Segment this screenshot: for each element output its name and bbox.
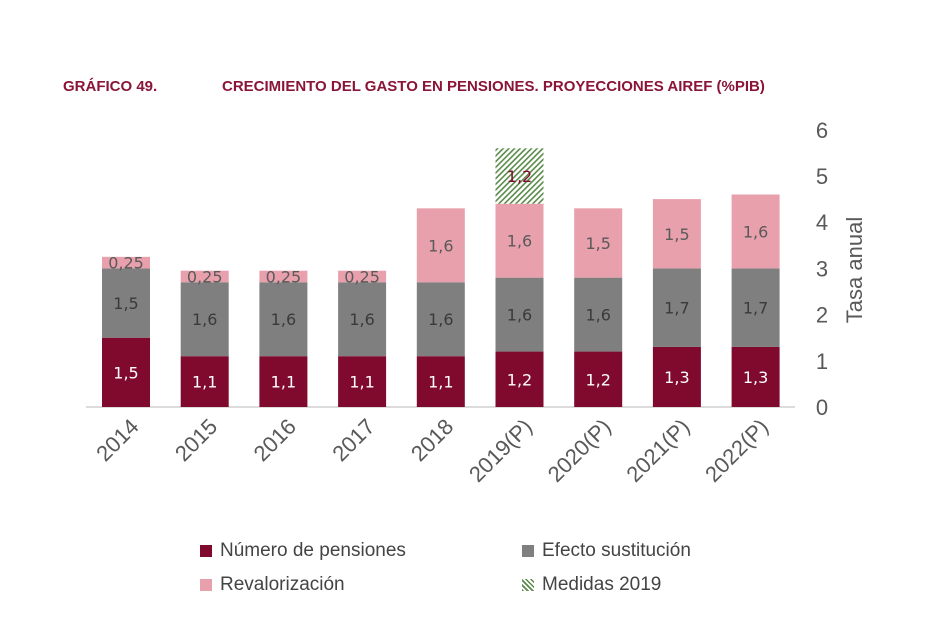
legend-swatch — [200, 579, 212, 591]
data-label: 1,1 — [192, 373, 217, 392]
data-label: 1,7 — [664, 299, 689, 318]
data-label: 0,25 — [187, 267, 223, 286]
bar-segment — [574, 351, 623, 407]
bar-segment — [652, 268, 701, 347]
x-tick-label: 2014 — [91, 414, 143, 466]
data-label: 1,2 — [507, 167, 532, 186]
data-label: 1,2 — [585, 370, 610, 389]
x-tick-label: 2019(P) — [464, 414, 537, 487]
data-label: 0,25 — [108, 254, 144, 273]
bar-segment — [259, 270, 308, 283]
y-tick-label: 5 — [816, 164, 828, 189]
data-label: 1,6 — [507, 232, 532, 251]
bar-segment — [102, 256, 150, 269]
legend-label: Medidas 2019 — [542, 574, 662, 595]
legend-label: Revalorización — [220, 574, 345, 595]
legend-item-pensiones: Número de pensiones — [200, 540, 406, 562]
y-tick-label: 3 — [816, 256, 828, 281]
bar-segment — [731, 268, 780, 347]
bar-segment — [731, 194, 780, 269]
data-label: 1,5 — [113, 294, 138, 313]
data-label: 1,6 — [743, 222, 768, 241]
data-label: 1,6 — [349, 310, 374, 329]
x-tick-label: 2016 — [249, 414, 301, 466]
legend-item-medidas: Medidas 2019 — [522, 574, 661, 596]
y-tick-label: 6 — [816, 118, 828, 143]
bar-segment — [338, 270, 387, 283]
data-label: 1,3 — [664, 368, 689, 387]
bar-segment — [495, 277, 544, 352]
bar-segment — [416, 282, 465, 357]
bar-segment — [259, 282, 308, 357]
x-tick-label: 2017 — [327, 414, 379, 466]
data-label: 1,6 — [585, 306, 610, 325]
data-label: 1,3 — [743, 368, 768, 387]
bar-segment — [574, 208, 623, 278]
data-label: 1,7 — [743, 299, 768, 318]
data-label: 1,1 — [349, 373, 374, 392]
bar-segment — [495, 203, 544, 278]
bar-segment — [495, 148, 544, 204]
data-label: 1,2 — [507, 370, 532, 389]
data-label: 1,6 — [428, 236, 453, 255]
legend-item-sustitucion: Efecto sustitución — [522, 540, 691, 562]
chart-number: GRÁFICO 49. — [63, 78, 158, 95]
bar-segment — [416, 356, 465, 407]
x-tick-label: 2021(P) — [621, 414, 694, 487]
y-axis-label: Tasa anual — [842, 217, 867, 323]
x-tick-label: 2022(P) — [700, 414, 773, 487]
data-label: 1,5 — [585, 234, 610, 253]
bar-segment — [338, 356, 387, 407]
data-label: 1,1 — [271, 373, 296, 392]
bar-segment — [259, 356, 308, 407]
bar-segment — [102, 268, 150, 338]
bar-segment — [731, 346, 780, 407]
data-label: 1,6 — [192, 310, 217, 329]
bar-segment — [574, 277, 623, 352]
bar-segment — [180, 270, 229, 283]
legend-swatch — [522, 545, 534, 557]
y-tick-label: 1 — [816, 349, 828, 374]
legend-swatch — [200, 545, 212, 557]
legend-item-revalorizacion: Revalorización — [200, 574, 345, 596]
x-tick-label: 2015 — [170, 414, 222, 466]
bar-segment — [416, 208, 465, 283]
y-tick-label: 4 — [816, 210, 828, 235]
data-label: 1,6 — [507, 306, 532, 325]
data-label: 0,25 — [266, 267, 302, 286]
bar-segment — [180, 282, 229, 357]
legend-swatch — [522, 579, 534, 591]
data-label: 0,25 — [344, 267, 380, 286]
data-label: 1,5 — [113, 363, 138, 382]
chart-title: CRECIMIENTO DEL GASTO EN PENSIONES. PROY… — [222, 78, 765, 95]
x-tick-label: 2020(P) — [543, 414, 616, 487]
x-tick-label: 2018 — [406, 414, 458, 466]
data-label: 1,1 — [428, 373, 453, 392]
bar-segment — [652, 346, 701, 407]
bar-segment — [338, 282, 387, 357]
legend-label: Número de pensiones — [220, 540, 406, 561]
bar-segment — [652, 199, 701, 269]
legend-label: Efecto sustitución — [542, 540, 691, 561]
bar-segment — [495, 351, 544, 407]
data-label: 1,6 — [271, 310, 296, 329]
data-label: 1,5 — [664, 225, 689, 244]
bar-segment — [180, 356, 229, 407]
y-tick-label: 2 — [816, 303, 828, 328]
bar-segment — [102, 337, 150, 407]
data-label: 1,6 — [428, 310, 453, 329]
y-tick-label: 0 — [816, 395, 828, 420]
